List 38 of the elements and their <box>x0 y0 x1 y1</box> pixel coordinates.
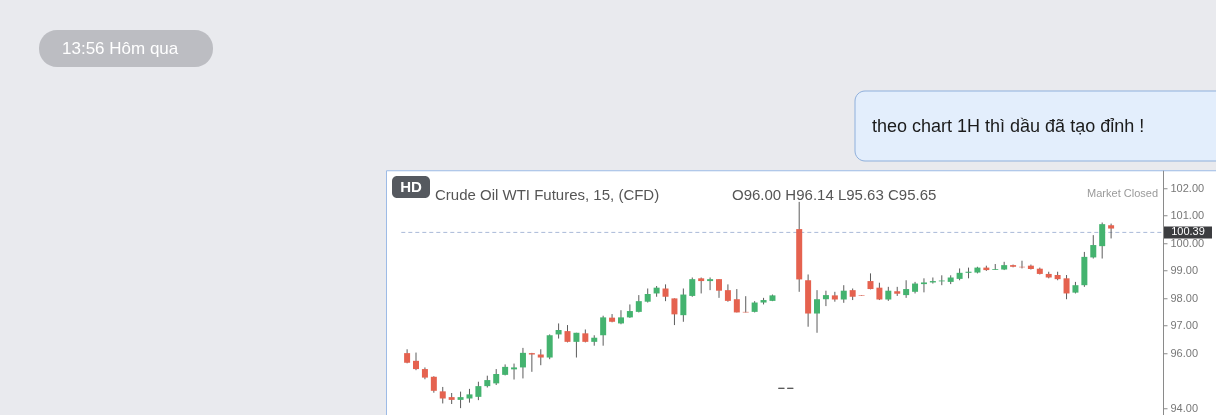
candlestick <box>707 277 714 291</box>
text: 13:56 Hôm qua <box>62 38 179 58</box>
candlestick <box>519 347 526 379</box>
candlestick <box>1090 234 1097 260</box>
candlestick <box>920 277 927 293</box>
annotation: O96.00 H96.14 L95.63 C95.65 <box>732 186 937 203</box>
y-tick-label: 100.00 <box>1170 236 1205 249</box>
candlestick <box>475 381 482 401</box>
candlestick <box>822 290 829 307</box>
y-tick-label: 97.00 <box>1170 319 1199 332</box>
y-tick-label: 99.00 <box>1170 264 1199 277</box>
candlestick <box>1063 274 1070 300</box>
ref-line-label: 100.39 <box>1171 225 1205 238</box>
candlestick <box>600 315 607 347</box>
candlestick <box>413 352 420 371</box>
candlestick <box>716 278 722 299</box>
candlestick <box>626 303 633 319</box>
candlestick <box>546 333 553 360</box>
annotation: Market Closed <box>1087 187 1158 199</box>
candlestick <box>511 363 518 381</box>
candlestick <box>903 279 910 299</box>
y-tick-label: 102.00 <box>1170 181 1205 194</box>
candlestick <box>1108 223 1115 239</box>
text: theo chart 1H thì dầu đã tạo đỉnh ! <box>872 116 1145 136</box>
y-tick-label: 96.00 <box>1170 346 1199 359</box>
candlestick <box>689 277 696 298</box>
y-tick-label: 101.00 <box>1170 209 1205 222</box>
candlestick <box>814 289 821 334</box>
annotation: HD <box>400 178 422 195</box>
candlestick <box>617 309 624 325</box>
text: Crude Oil WTI Futures, 15, (CFD) <box>435 186 660 203</box>
candlestick <box>609 313 616 323</box>
candlestick <box>680 288 687 323</box>
candlestick <box>1099 222 1106 260</box>
y-tick-label: 98.00 <box>1170 291 1199 304</box>
y-tick-label: 94.00 <box>1170 401 1199 414</box>
candlestick <box>573 332 580 359</box>
candlestick <box>671 297 678 326</box>
